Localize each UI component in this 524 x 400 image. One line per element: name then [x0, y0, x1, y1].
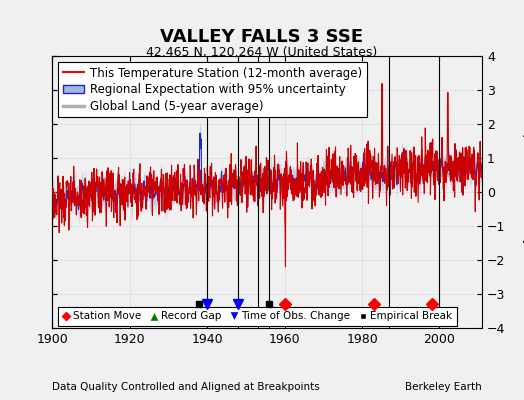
Text: Data Quality Controlled and Aligned at Breakpoints: Data Quality Controlled and Aligned at B… — [52, 382, 320, 392]
Text: Berkeley Earth: Berkeley Earth — [406, 382, 482, 392]
Legend: Station Move, Record Gap, Time of Obs. Change, Empirical Break: Station Move, Record Gap, Time of Obs. C… — [58, 307, 456, 326]
Text: 42.465 N, 120.264 W (United States): 42.465 N, 120.264 W (United States) — [146, 46, 378, 59]
Y-axis label: Temperature Anomaly (°C): Temperature Anomaly (°C) — [522, 108, 524, 276]
Text: VALLEY FALLS 3 SSE: VALLEY FALLS 3 SSE — [160, 28, 364, 46]
